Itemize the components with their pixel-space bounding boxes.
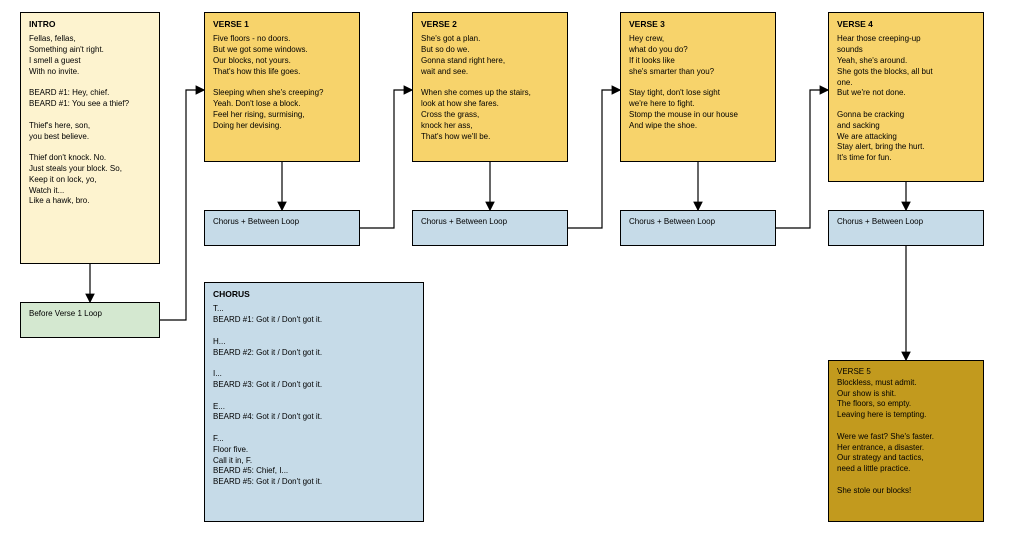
arrow-loop3-verse4 <box>776 90 828 228</box>
intro-box: INTRO Fellas, fellas, Something ain't rig… <box>20 12 160 264</box>
verse4-title: VERSE 4 <box>837 19 975 30</box>
loop2-body: Chorus + Between Loop <box>421 217 507 226</box>
loop3-body: Chorus + Between Loop <box>629 217 715 226</box>
verse1-body: Five floors - no doors. But we got some … <box>213 34 324 129</box>
verse4-body: Hear those creeping-up sounds Yeah, she'… <box>837 34 933 162</box>
chorus-box: CHORUS T... BEARD #1: Got it / Don't got … <box>204 282 424 522</box>
loop2-box: Chorus + Between Loop <box>412 210 568 246</box>
loop1-box: Chorus + Between Loop <box>204 210 360 246</box>
arrow-loop1-verse2 <box>360 90 412 228</box>
verse1-title: VERSE 1 <box>213 19 351 30</box>
verse1-box: VERSE 1 Five floors - no doors. But we go… <box>204 12 360 162</box>
verse3-box: VERSE 3 Hey crew, what do you do? If it l… <box>620 12 776 162</box>
arrow-before-verse1 <box>160 90 204 320</box>
before-body: Before Verse 1 Loop <box>29 309 102 318</box>
chorus-body: T... BEARD #1: Got it / Don't got it. H.… <box>213 304 322 486</box>
before-box: Before Verse 1 Loop <box>20 302 160 338</box>
loop4-box: Chorus + Between Loop <box>828 210 984 246</box>
verse2-title: VERSE 2 <box>421 19 559 30</box>
verse2-body: She's got a plan. But so do we. Gonna st… <box>421 34 531 140</box>
verse4-box: VERSE 4 Hear those creeping-up sounds Yea… <box>828 12 984 182</box>
verse5-body: VERSE 5 Blockless, must admit. Our show … <box>837 367 934 495</box>
arrow-loop2-verse3 <box>568 90 620 228</box>
intro-body: Fellas, fellas, Something ain't right. I… <box>29 34 129 205</box>
verse3-title: VERSE 3 <box>629 19 767 30</box>
loop3-box: Chorus + Between Loop <box>620 210 776 246</box>
verse2-box: VERSE 2 She's got a plan. But so do we. G… <box>412 12 568 162</box>
verse5-box: VERSE 5 Blockless, must admit. Our show … <box>828 360 984 522</box>
chorus-title: CHORUS <box>213 289 415 300</box>
loop1-body: Chorus + Between Loop <box>213 217 299 226</box>
verse3-body: Hey crew, what do you do? If it looks li… <box>629 34 738 129</box>
loop4-body: Chorus + Between Loop <box>837 217 923 226</box>
intro-title: INTRO <box>29 19 151 30</box>
